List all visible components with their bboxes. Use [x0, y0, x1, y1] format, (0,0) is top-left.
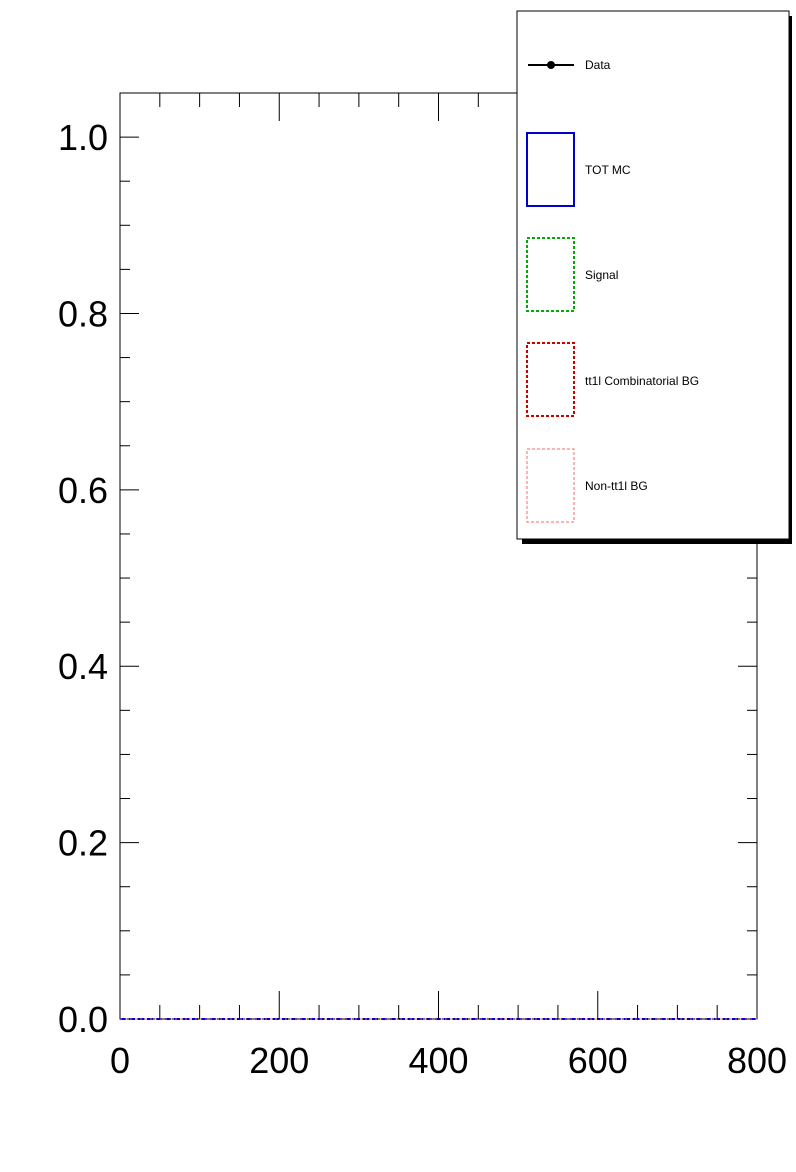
y-tick-label: 0.4	[58, 646, 108, 687]
y-tick-label: 0.2	[58, 823, 108, 864]
x-tick-label: 600	[568, 1040, 628, 1081]
legend-label-tot-mc: TOT MC	[585, 163, 631, 177]
legend-label-tt1l: tt1l Combinatorial BG	[585, 374, 699, 388]
y-tick-label: 1.0	[58, 117, 108, 158]
legend-label-data: Data	[585, 58, 611, 72]
x-tick-label: 400	[408, 1040, 468, 1081]
y-tick-label: 0.8	[58, 293, 108, 334]
legend-data-marker-icon	[547, 61, 555, 69]
legend-entry-signal: Signal	[526, 237, 618, 312]
legend-entry-data: Data	[528, 58, 611, 72]
y-tick-label: 0.0	[58, 999, 108, 1040]
y-tick-label: 0.6	[58, 470, 108, 511]
legend-entry-tt1l-combinatorial: tt1l Combinatorial BG	[526, 342, 699, 417]
x-tick-labels: 0 200 400 600 800	[110, 1040, 787, 1081]
legend-box	[516, 10, 790, 540]
legend: Data TOT MC Signal tt1l Combinatorial BG…	[516, 10, 792, 544]
legend-entry-tot-mc: TOT MC	[526, 132, 631, 207]
legend-label-signal: Signal	[585, 268, 618, 282]
legend-label-non-tt1l: Non-tt1l BG	[585, 479, 648, 493]
legend-entry-non-tt1l: Non-tt1l BG	[526, 448, 648, 523]
x-tick-label: 800	[727, 1040, 787, 1081]
y-tick-labels: 0.0 0.2 0.4 0.6 0.8 1.0	[58, 117, 108, 1040]
x-tick-label: 200	[249, 1040, 309, 1081]
legend-tot-mc-swatch	[526, 132, 575, 207]
x-tick-label: 0	[110, 1040, 130, 1081]
